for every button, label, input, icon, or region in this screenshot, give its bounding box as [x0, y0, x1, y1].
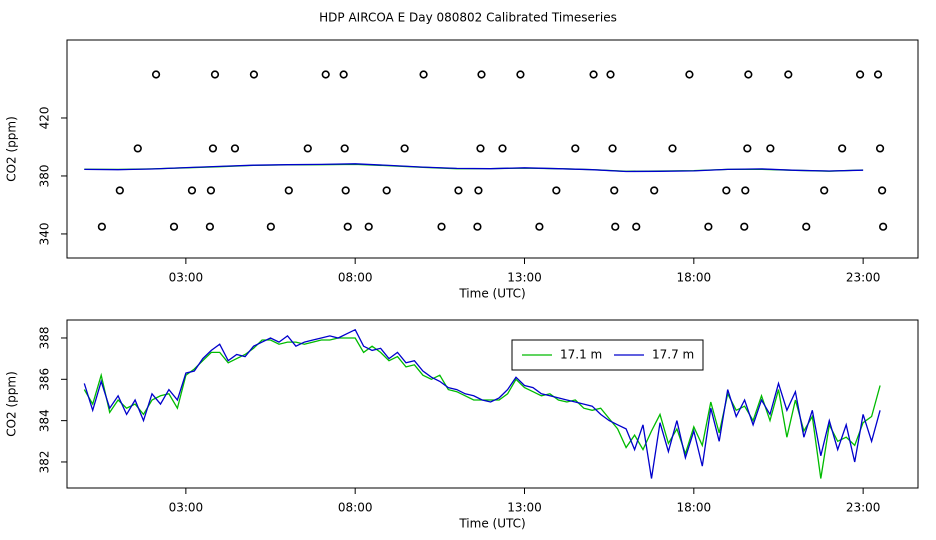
flag-point	[650, 186, 659, 195]
flag-point	[516, 70, 525, 79]
flag-point	[303, 144, 312, 153]
plot-frame	[66, 39, 919, 259]
flag-point	[744, 70, 753, 79]
flag-point	[855, 70, 865, 79]
flag-point	[722, 186, 731, 195]
flag-point	[740, 222, 749, 231]
flag-point	[473, 222, 482, 231]
flag-point	[419, 70, 428, 79]
flag-point	[343, 222, 352, 231]
flag-point	[611, 222, 620, 231]
flag-point	[476, 144, 485, 153]
flag-point	[535, 222, 544, 231]
flag-point	[133, 144, 142, 153]
legend-label: 17.1 m	[560, 348, 602, 362]
flag-point	[608, 144, 617, 153]
legend-label: 17.7 m	[652, 348, 694, 362]
flag-point	[571, 144, 580, 153]
flag-point	[477, 70, 486, 79]
flag-point	[668, 144, 677, 153]
flag-point	[784, 70, 793, 79]
y-tick-label: 382	[38, 451, 52, 474]
flag-point	[879, 222, 888, 231]
flag-point	[321, 70, 330, 79]
flag-point	[187, 186, 197, 195]
x-tick-label: 03:00	[169, 271, 204, 285]
x-tick-label: 08:00	[338, 501, 373, 515]
x-tick-label: 23:00	[846, 271, 881, 285]
x-tick-label: 13:00	[507, 501, 542, 515]
y-tick-label: 388	[38, 327, 52, 350]
flag-point	[685, 70, 694, 79]
data-line	[84, 163, 864, 172]
x-axis-label: Time (UTC)	[458, 287, 525, 301]
data-line	[84, 163, 864, 173]
flag-point	[341, 186, 350, 195]
y-tick-label: 340	[38, 222, 52, 245]
flag-point	[552, 186, 561, 195]
y-axis-label: CO2 (ppm)	[5, 371, 19, 437]
data-line	[83, 337, 881, 479]
flag-point	[208, 144, 218, 153]
x-tick-label: 13:00	[507, 271, 542, 285]
flag-point	[284, 186, 293, 195]
flag-point	[364, 222, 373, 231]
flag-point	[382, 186, 391, 195]
flag-point	[606, 70, 615, 79]
x-tick-label: 18:00	[677, 501, 712, 515]
x-axis-label: Time (UTC)	[458, 517, 525, 531]
flag-point	[151, 70, 161, 79]
flag-point	[474, 186, 483, 195]
flag-point	[206, 186, 216, 195]
flag-point	[249, 70, 259, 79]
flag-point	[498, 144, 507, 153]
plot-frame	[66, 319, 919, 489]
flag-point	[743, 144, 752, 153]
flag-point	[610, 186, 619, 195]
flag-point	[875, 144, 885, 153]
flag-point	[400, 144, 409, 153]
flag-point	[340, 144, 349, 153]
flag-point	[802, 222, 811, 231]
legend: 17.1 m 17.7 m	[511, 339, 704, 371]
x-tick-label: 08:00	[338, 271, 373, 285]
x-tick-label: 18:00	[677, 271, 712, 285]
data-line	[83, 328, 881, 479]
flag-point	[820, 186, 829, 195]
flag-point	[741, 186, 750, 195]
flag-point	[632, 222, 641, 231]
flag-point	[766, 144, 775, 153]
flag-point	[210, 70, 220, 79]
flag-point	[97, 222, 106, 231]
x-tick-label: 03:00	[169, 501, 204, 515]
flag-point	[339, 70, 348, 79]
page-title: HDP AIRCOA E Day 080802 Calibrated Times…	[319, 11, 617, 25]
x-tick-label: 23:00	[846, 501, 881, 515]
flag-point	[878, 186, 887, 195]
flag-point	[230, 144, 240, 153]
y-tick-label: 384	[38, 409, 52, 432]
y-tick-label: 420	[38, 107, 52, 130]
flag-point	[169, 222, 179, 231]
flag-point	[838, 144, 847, 153]
flag-point	[437, 222, 446, 231]
flag-point	[589, 70, 598, 79]
flag-point	[266, 222, 275, 231]
flag-point	[873, 70, 883, 79]
flag-point	[454, 186, 463, 195]
flag-point	[205, 222, 215, 231]
flag-point	[115, 186, 124, 195]
y-tick-label: 380	[38, 165, 52, 188]
y-axis-label: CO2 (ppm)	[5, 116, 19, 182]
y-tick-label: 386	[38, 368, 52, 391]
flag-point	[704, 222, 713, 231]
